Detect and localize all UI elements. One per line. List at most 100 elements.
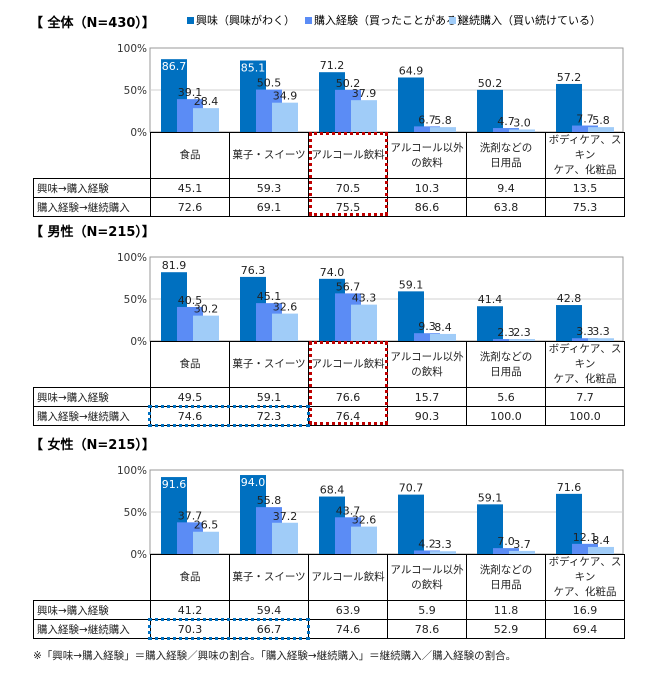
table-header-row: 食品 菓子・スイーツ アルコール飲料 アルコール以外 の飲料 洗剤などの 日用品 ボディケ… bbox=[33, 554, 625, 601]
bar-chart: 100%50%0%86.7 85.1 71.2 64.950.2 57.239.150.… bbox=[117, 43, 624, 139]
category-header: ボディケア、スキン ケア、化粧品 bbox=[545, 341, 625, 388]
data-label: 3.0 bbox=[513, 116, 531, 129]
data-label: 50.2 bbox=[478, 77, 503, 90]
data-label: 56.7 bbox=[336, 280, 361, 293]
category-header: 洗剤などの 日用品 bbox=[466, 341, 546, 388]
legend-swatch bbox=[305, 16, 312, 24]
data-label: 85.1 bbox=[241, 62, 266, 75]
table-cell: 10.3 bbox=[387, 178, 467, 198]
blank-cell bbox=[33, 132, 151, 179]
data-label: 3.7 bbox=[513, 538, 531, 551]
bar bbox=[572, 543, 598, 554]
bar bbox=[477, 306, 503, 341]
data-label: 57.2 bbox=[557, 71, 582, 84]
data-label: 12.1 bbox=[573, 531, 598, 544]
bar-chart: 100%50%0%81.9 76.3 74.059.141.4 42.840.5 45.… bbox=[117, 252, 624, 348]
table-cell: 70.3 bbox=[150, 619, 230, 639]
data-label: 6.7 bbox=[418, 113, 436, 126]
category-header: 食品 bbox=[150, 341, 230, 388]
panel-title: 【 全体（N=430）】 bbox=[30, 16, 155, 31]
table-cell: 75.5 bbox=[308, 197, 388, 217]
data-label: 68.4 bbox=[320, 484, 345, 497]
data-label: 28.4 bbox=[194, 95, 219, 108]
data-label: 4.2 bbox=[418, 537, 436, 550]
table-cell: 63.8 bbox=[466, 197, 546, 217]
data-label: 76.3 bbox=[241, 264, 266, 277]
table-cell: 100.0 bbox=[545, 406, 625, 426]
table-cell: 70.5 bbox=[308, 178, 388, 198]
table-cell: 9.4 bbox=[466, 178, 546, 198]
data-label: 5.8 bbox=[434, 114, 452, 127]
category-header: 食品 bbox=[150, 132, 230, 179]
legend-item: 購入経験（買ったことがある） bbox=[305, 12, 468, 28]
bar bbox=[493, 339, 519, 341]
y-tick-label: 100% bbox=[117, 43, 147, 55]
data-label: 32.6 bbox=[352, 514, 377, 527]
table-row: 購入経験→継続購入 70.3 66.7 74.6 78.6 52.9 69.4 bbox=[33, 619, 625, 639]
table-cell: 69.4 bbox=[545, 619, 625, 639]
table-cell: 59.1 bbox=[229, 387, 309, 407]
data-label: 59.1 bbox=[478, 491, 503, 504]
table-cell: 86.6 bbox=[387, 197, 467, 217]
row-label: 興味→購入経験 bbox=[33, 178, 151, 198]
row-label: 購入経験→継続購入 bbox=[33, 197, 151, 217]
data-label: 50.5 bbox=[257, 77, 282, 90]
table-cell: 52.9 bbox=[466, 619, 546, 639]
bar bbox=[477, 89, 503, 132]
table-cell: 7.7 bbox=[545, 387, 625, 407]
bar bbox=[193, 108, 219, 132]
table-row: 興味→購入経験 45.1 59.3 70.5 10.3 9.4 13.5 bbox=[33, 178, 625, 198]
data-label: 94.0 bbox=[241, 476, 266, 489]
bar bbox=[556, 305, 582, 341]
ratio-table: 食品 菓子・スイーツ アルコール飲料 アルコール以外 の飲料 洗剤などの 日用品 ボディケ… bbox=[33, 341, 625, 426]
category-header: 洗剤などの 日用品 bbox=[466, 132, 546, 179]
legend-label: 継続購入（買い続けている） bbox=[458, 14, 601, 27]
data-label: 8.4 bbox=[434, 321, 452, 334]
legend-swatch bbox=[187, 16, 194, 24]
data-label: 9.3 bbox=[418, 320, 436, 333]
panel-title: 【 男性（N=215）】 bbox=[30, 225, 155, 240]
bar bbox=[351, 304, 377, 341]
data-label: 26.5 bbox=[194, 519, 219, 532]
bar bbox=[556, 83, 582, 132]
data-label: 71.2 bbox=[320, 59, 345, 72]
table-cell: 69.1 bbox=[229, 197, 309, 217]
table-cell: 78.6 bbox=[387, 619, 467, 639]
legend-label: 購入経験（買ったことがある） bbox=[314, 14, 468, 27]
bar bbox=[477, 504, 503, 554]
ratio-table: 食品 菓子・スイーツ アルコール飲料 アルコール以外 の飲料 洗剤などの 日用品 ボディケ… bbox=[33, 132, 625, 217]
data-label: 42.8 bbox=[557, 292, 582, 305]
data-label: 40.5 bbox=[178, 294, 203, 307]
table-cell: 45.1 bbox=[150, 178, 230, 198]
bar bbox=[493, 548, 519, 554]
data-label: 4.7 bbox=[497, 115, 515, 128]
bar bbox=[272, 102, 298, 132]
data-label: 34.9 bbox=[273, 90, 298, 103]
bar bbox=[588, 127, 614, 132]
y-tick-label: 50% bbox=[124, 507, 147, 519]
bar bbox=[351, 526, 377, 554]
bar bbox=[588, 546, 614, 554]
legend-item: 興味（興味がわく） bbox=[187, 12, 295, 28]
data-label: 5.8 bbox=[592, 114, 610, 127]
data-label: 74.0 bbox=[320, 266, 345, 279]
data-label: 37.7 bbox=[178, 509, 203, 522]
data-label: 81.9 bbox=[162, 259, 187, 272]
category-header: アルコール飲料 bbox=[308, 132, 388, 179]
bar bbox=[509, 129, 535, 132]
table-row: 興味→購入経験 41.2 59.4 63.9 5.9 11.8 16.9 bbox=[33, 600, 625, 620]
category-header: 洗剤などの 日用品 bbox=[466, 554, 546, 601]
ratio-table: 食品 菓子・スイーツ アルコール飲料 アルコール以外 の飲料 洗剤などの 日用品 ボディケ… bbox=[33, 554, 625, 639]
data-label: 43.7 bbox=[336, 504, 361, 517]
table-cell: 76.6 bbox=[308, 387, 388, 407]
row-label: 購入経験→継続購入 bbox=[33, 619, 151, 639]
table-cell: 72.6 bbox=[150, 197, 230, 217]
blank-cell bbox=[33, 341, 151, 388]
data-label: 2.3 bbox=[513, 326, 531, 339]
footnote: ※「興味→購入経験」＝購入経験／興味の割合。「購入経験→継続購入」＝継続購入／購… bbox=[33, 650, 517, 662]
row-label: 購入経験→継続購入 bbox=[33, 406, 151, 426]
data-label: 2.3 bbox=[497, 326, 515, 339]
table-cell: 49.5 bbox=[150, 387, 230, 407]
table-row: 購入経験→継続購入 72.6 69.1 75.5 86.6 63.8 75.3 bbox=[33, 197, 625, 217]
